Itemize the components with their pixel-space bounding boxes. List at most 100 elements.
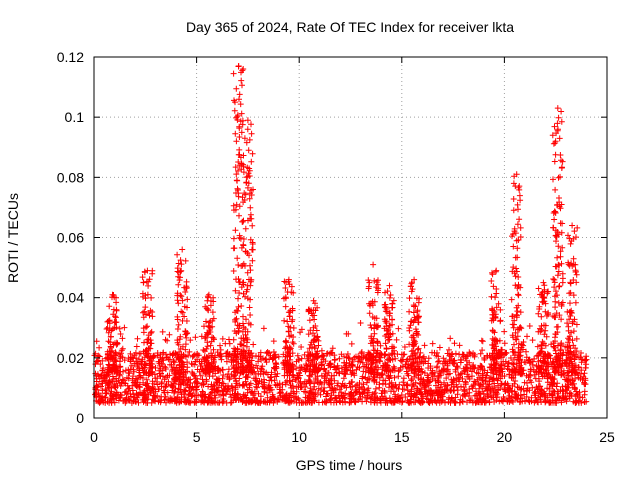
data-point (384, 327, 391, 334)
data-point (301, 388, 308, 395)
data-point (373, 394, 380, 401)
data-point (536, 306, 543, 312)
data-point (510, 264, 517, 271)
data-point (178, 261, 185, 268)
data-point (249, 150, 256, 157)
data-point (460, 351, 467, 358)
data-point (559, 244, 566, 251)
data-point (305, 376, 312, 383)
data-point (542, 300, 549, 307)
data-point (565, 384, 572, 391)
data-point (553, 233, 560, 240)
data-point (374, 369, 381, 376)
data-point (372, 385, 379, 392)
data-point (242, 191, 249, 198)
data-point (175, 389, 181, 396)
data-point (422, 383, 429, 390)
data-point (379, 380, 386, 387)
data-point (215, 399, 222, 406)
data-point (377, 342, 384, 349)
data-point (233, 276, 239, 283)
data-point (460, 384, 467, 391)
data-point (484, 386, 491, 393)
data-point (174, 251, 181, 258)
data-point (312, 369, 319, 376)
data-point (128, 400, 135, 406)
data-point (382, 318, 389, 325)
data-point (567, 355, 574, 362)
data-point (557, 248, 564, 255)
data-point (478, 399, 484, 406)
data-point (552, 358, 559, 365)
data-point (109, 366, 116, 373)
data-point (516, 356, 523, 363)
data-point (252, 377, 259, 384)
data-point (416, 380, 423, 387)
data-point (232, 316, 238, 323)
data-point (552, 298, 559, 305)
data-point (509, 360, 516, 367)
data-point (112, 340, 118, 347)
data-point (454, 364, 461, 371)
data-point (508, 387, 515, 394)
data-point (408, 280, 415, 287)
data-point (544, 375, 551, 382)
data-point (565, 232, 571, 239)
data-point (162, 336, 169, 343)
data-point (233, 177, 240, 184)
data-point (445, 396, 452, 403)
data-point (557, 341, 564, 348)
data-point (288, 332, 295, 339)
data-point (242, 225, 249, 232)
data-point (104, 324, 111, 331)
data-point (412, 379, 419, 386)
data-point (141, 361, 148, 368)
data-point (395, 368, 402, 375)
data-point (553, 130, 560, 137)
data-point (201, 354, 208, 361)
data-point (414, 385, 420, 392)
data-point (382, 340, 389, 347)
data-point (567, 348, 574, 355)
data-point (444, 382, 451, 389)
data-point (176, 336, 183, 343)
data-point (326, 360, 333, 367)
data-point (241, 135, 248, 142)
data-point (233, 359, 239, 366)
data-point (386, 384, 392, 391)
data-point (310, 395, 317, 402)
data-point (332, 366, 339, 373)
data-point (471, 392, 478, 399)
data-point (225, 382, 231, 389)
data-point (225, 385, 232, 392)
data-point (288, 390, 295, 397)
data-point (136, 350, 143, 357)
data-point (124, 374, 130, 381)
data-point (333, 399, 340, 406)
data-point (571, 364, 578, 371)
data-point (200, 380, 207, 387)
data-point (416, 354, 423, 361)
data-point (444, 368, 451, 375)
data-point (458, 370, 465, 377)
data-point (238, 284, 245, 291)
data-point (237, 154, 244, 161)
data-point (123, 394, 130, 401)
data-point (449, 351, 456, 358)
data-point (542, 322, 549, 329)
data-point (540, 279, 547, 286)
data-point (428, 371, 435, 377)
data-point (239, 382, 246, 389)
data-point (497, 384, 504, 391)
data-point (99, 387, 106, 394)
data-point (203, 305, 210, 312)
data-point (102, 386, 109, 393)
data-point (287, 377, 293, 384)
data-point (558, 165, 565, 171)
data-point (400, 363, 406, 370)
data-point (147, 369, 154, 376)
data-point (403, 382, 410, 389)
data-point (410, 343, 417, 350)
data-point (551, 314, 558, 321)
data-point (113, 395, 120, 402)
